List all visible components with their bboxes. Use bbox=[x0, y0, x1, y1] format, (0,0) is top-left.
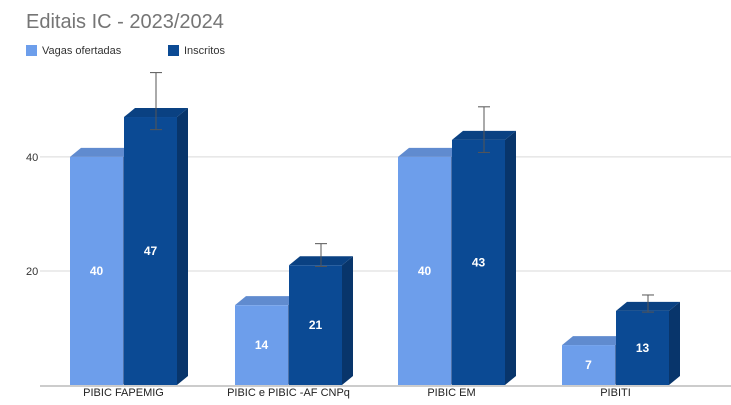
data-label-1-1: 21 bbox=[309, 318, 323, 332]
data-label-0-1: 47 bbox=[144, 244, 158, 258]
labels-layer: 40 47 PIBIC FAPEMIG 14 21 PIBIC e PIBIC -AF C… bbox=[83, 72, 654, 399]
chart-title: Editais IC - 2023/2024 bbox=[26, 11, 224, 33]
bar-2-1 bbox=[452, 130, 516, 385]
error-bar-3 bbox=[642, 294, 654, 313]
data-label-1-0: 14 bbox=[255, 338, 269, 352]
bar-side-2-1 bbox=[505, 130, 516, 385]
x-tick-label-3: PIBITI bbox=[600, 387, 631, 399]
data-label-2-1: 43 bbox=[472, 255, 486, 269]
error-bar-0 bbox=[150, 72, 162, 131]
bar-side-3-1 bbox=[669, 301, 680, 385]
y-tick-label-0: 20 bbox=[26, 266, 38, 278]
bar-side-0-1 bbox=[177, 108, 188, 385]
bar-top-0-0 bbox=[70, 147, 134, 157]
legend: Vagas ofertadas Inscritos bbox=[26, 45, 225, 57]
bar-top-2-0 bbox=[398, 147, 462, 157]
x-tick-label-1: PIBIC e PIBIC -AF CNPq bbox=[227, 387, 350, 399]
bar-front-1-1 bbox=[289, 265, 342, 385]
data-label-2-0: 40 bbox=[418, 264, 432, 278]
bar-top-3-0 bbox=[562, 336, 626, 346]
legend-label-1: Inscritos bbox=[184, 45, 225, 57]
error-bar-2 bbox=[478, 106, 490, 153]
bar-3-1 bbox=[616, 301, 680, 385]
bar-front-3-1 bbox=[616, 310, 669, 385]
bars-layer bbox=[70, 108, 680, 385]
bar-front-3-0 bbox=[562, 345, 615, 385]
bar-0-1 bbox=[124, 108, 188, 385]
bar-front-0-1 bbox=[124, 117, 177, 385]
y-tick-label-1: 40 bbox=[26, 152, 38, 164]
data-label-3-1: 13 bbox=[636, 341, 650, 355]
data-label-3-0: 7 bbox=[585, 358, 592, 372]
legend-swatch-1 bbox=[168, 45, 179, 56]
legend-label-0: Vagas ofertadas bbox=[42, 45, 122, 57]
x-tick-label-0: PIBIC FAPEMIG bbox=[83, 387, 164, 399]
bar-side-1-1 bbox=[342, 256, 353, 385]
bar-front-0-0 bbox=[70, 156, 123, 385]
bar-front-1-0 bbox=[235, 305, 288, 385]
bar-1-1 bbox=[289, 256, 353, 385]
bar-front-2-1 bbox=[452, 139, 505, 385]
data-label-0-0: 40 bbox=[90, 264, 104, 278]
bar-front-2-0 bbox=[398, 156, 451, 385]
error-bar-1 bbox=[315, 243, 327, 267]
bar-top-1-0 bbox=[235, 296, 299, 306]
legend-swatch-0 bbox=[26, 45, 37, 56]
x-tick-label-2: PIBIC EM bbox=[427, 387, 475, 399]
